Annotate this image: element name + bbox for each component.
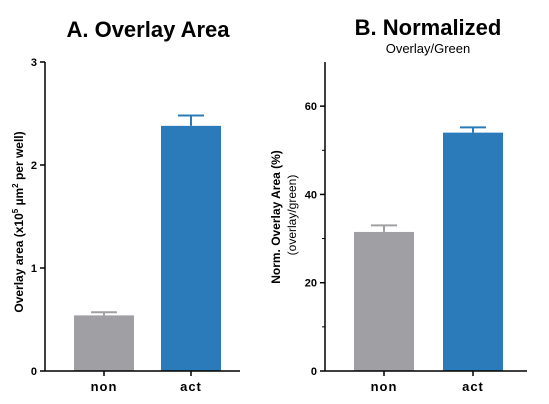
panel-a-y-tick-label: 0: [31, 366, 37, 378]
panel-a-bar-non: [74, 315, 134, 371]
panel-b-title: B. Normalized: [355, 15, 502, 40]
panel-b-y-tick-label: 40: [305, 189, 317, 201]
panel-b-y-tick-label: 60: [305, 101, 317, 113]
panel-b-y-tick-label: 0: [311, 366, 317, 378]
panel-b-y-axis-label: Norm. Overlay Area (%): [269, 150, 283, 284]
panel-b-subtitle: Overlay/Green: [386, 41, 471, 56]
panel-a-bar-act: [161, 125, 221, 371]
panel-b-bar-non: [354, 231, 414, 371]
panel-a-y-tick-label: 2: [31, 160, 37, 172]
panel-a-title: A. Overlay Area: [66, 17, 230, 42]
panel-b: B. Normalized Overlay/Green Norm. Overla…: [269, 15, 527, 394]
panel-b-x-tick-label: non: [371, 379, 398, 394]
panel-b-x-tick-label: act: [462, 379, 484, 394]
panel-a: A. Overlay Area Overlay area (x105 µm2 p…: [11, 17, 240, 394]
panel-a-y-tick-label: 3: [31, 57, 37, 69]
panel-a-plot-area: non act 0 1 2 3: [31, 57, 240, 394]
panel-b-y-axis-sublabel: (overlay/green): [285, 175, 299, 256]
panel-a-x-tick-label: non: [91, 379, 118, 394]
panel-b-y-tick-label: 20: [305, 278, 317, 290]
panel-a-y-tick-label: 1: [31, 263, 37, 275]
panel-b-bar-act: [443, 132, 503, 371]
panel-a-x-tick-label: act: [180, 379, 202, 394]
panel-a-y-axis-label: Overlay area (x105 µm2 per well): [11, 131, 26, 312]
panel-b-plot-area: non act 0 20 40 60: [305, 62, 527, 394]
